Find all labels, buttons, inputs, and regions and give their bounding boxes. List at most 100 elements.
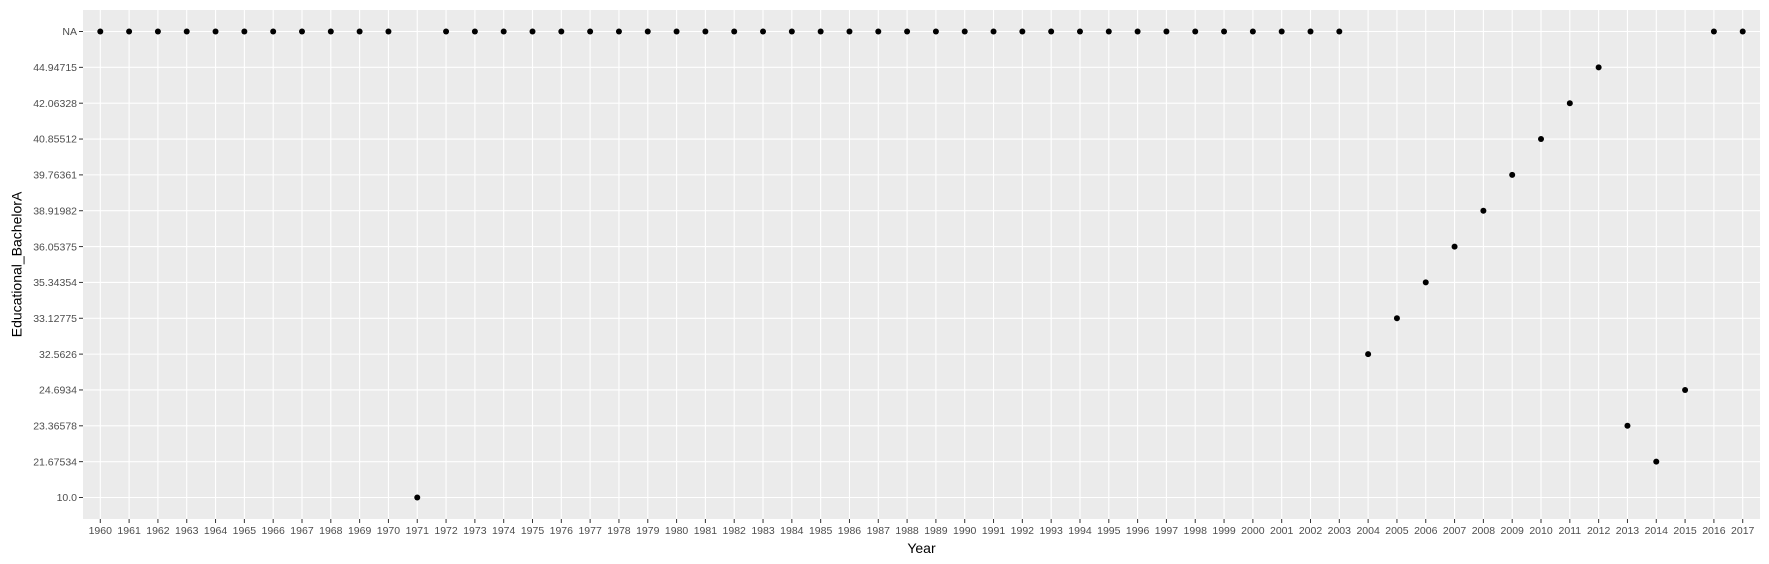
x-tick-label: 1986 — [838, 525, 862, 537]
x-axis-ticks: 1960 1961 1962 1963 1964 1965 1966 1967 1968 1969… — [89, 519, 1755, 537]
data-point — [241, 28, 248, 35]
y-tick-label: 33.12775 — [33, 313, 77, 325]
x-tick-label: 1978 — [607, 525, 631, 537]
y-tick-label: 10.0 — [57, 492, 78, 504]
y-tick-label: 38.91982 — [33, 205, 77, 217]
data-point — [212, 28, 219, 35]
x-tick-label: 1997 — [1155, 525, 1179, 537]
data-points — [97, 28, 1746, 501]
x-tick-label: 1984 — [780, 525, 804, 537]
data-point — [1048, 28, 1055, 35]
y-tick-label: 42.06328 — [33, 98, 77, 110]
x-tick-label: 1987 — [867, 525, 891, 537]
data-point — [1451, 243, 1458, 250]
x-tick-label: 1998 — [1184, 525, 1208, 537]
x-tick-label: 2015 — [1673, 525, 1697, 537]
x-tick-label: 1969 — [348, 525, 372, 537]
data-point — [1192, 28, 1199, 35]
data-point — [1739, 28, 1746, 35]
data-point — [644, 28, 651, 35]
data-point — [1134, 28, 1141, 35]
data-point — [183, 28, 190, 35]
x-tick-label: 1993 — [1039, 525, 1063, 537]
data-point — [731, 28, 738, 35]
data-point — [702, 28, 709, 35]
x-tick-label: 1983 — [751, 525, 775, 537]
data-point — [97, 28, 104, 35]
data-point — [673, 28, 680, 35]
x-tick-label: 2013 — [1616, 525, 1640, 537]
data-point — [1422, 279, 1429, 286]
x-tick-label: 1977 — [578, 525, 602, 537]
x-tick-label: 1989 — [924, 525, 948, 537]
y-tick-label: 21.67534 — [33, 456, 77, 468]
x-tick-label: 1962 — [146, 525, 170, 537]
x-tick-label: 1964 — [204, 525, 228, 537]
data-point — [788, 28, 795, 35]
data-point — [1710, 28, 1717, 35]
data-point — [615, 28, 622, 35]
data-point — [1163, 28, 1170, 35]
y-tick-label: 23.36578 — [33, 421, 77, 433]
x-tick-label: 1999 — [1212, 525, 1236, 537]
y-tick-label: 35.34354 — [33, 277, 77, 289]
x-tick-label: 2003 — [1328, 525, 1352, 537]
data-point — [529, 28, 536, 35]
x-tick-label: 1996 — [1126, 525, 1150, 537]
data-point — [1278, 28, 1285, 35]
data-point — [587, 28, 594, 35]
x-tick-label: 1981 — [694, 525, 718, 537]
x-tick-label: 1967 — [290, 525, 314, 537]
data-point — [1480, 207, 1487, 214]
x-tick-label: 1976 — [550, 525, 574, 537]
x-tick-label: 2004 — [1356, 525, 1380, 537]
data-point — [760, 28, 767, 35]
x-tick-label: 1973 — [463, 525, 487, 537]
data-point — [932, 28, 939, 35]
y-tick-label: NA — [62, 26, 77, 38]
x-tick-label: 1992 — [1011, 525, 1035, 537]
y-axis-title: Educational_BachelorA — [9, 191, 25, 337]
x-tick-label: 2005 — [1385, 525, 1409, 537]
x-tick-label: 2010 — [1529, 525, 1553, 537]
data-point — [385, 28, 392, 35]
x-tick-label: 1985 — [809, 525, 833, 537]
data-point — [126, 28, 133, 35]
x-tick-label: 2002 — [1299, 525, 1323, 537]
data-point — [500, 28, 507, 35]
x-tick-label: 1970 — [377, 525, 401, 537]
data-point — [1019, 28, 1026, 35]
y-tick-label: 32.5626 — [39, 349, 77, 361]
data-point — [1682, 386, 1689, 393]
x-axis-title: Year — [907, 540, 936, 556]
data-point — [443, 28, 450, 35]
x-tick-label: 1991 — [982, 525, 1006, 537]
data-point — [1336, 28, 1343, 35]
x-tick-label: 1963 — [175, 525, 199, 537]
x-tick-label: 2000 — [1241, 525, 1265, 537]
data-point — [1509, 171, 1516, 178]
x-tick-label: 1990 — [953, 525, 977, 537]
x-tick-label: 1975 — [521, 525, 545, 537]
y-axis-ticks: 10.0 21.67534 23.36578 24.6934 32.5626 33.127… — [33, 26, 83, 504]
x-tick-label: 1968 — [319, 525, 343, 537]
data-point — [471, 28, 478, 35]
x-tick-label: 1972 — [434, 525, 458, 537]
x-tick-label: 1965 — [233, 525, 257, 537]
data-point — [1653, 458, 1660, 465]
data-point — [1307, 28, 1314, 35]
data-point — [327, 28, 334, 35]
data-point — [1624, 422, 1631, 429]
x-tick-label: 1994 — [1068, 525, 1092, 537]
plot-panel — [83, 10, 1760, 519]
data-point — [904, 28, 911, 35]
x-tick-label: 1979 — [636, 525, 660, 537]
x-tick-label: 2001 — [1270, 525, 1294, 537]
data-point — [1393, 315, 1400, 322]
x-tick-label: 1971 — [406, 525, 430, 537]
grid-lines — [83, 10, 1760, 519]
x-tick-label: 2006 — [1414, 525, 1438, 537]
data-point — [875, 28, 882, 35]
data-point — [1105, 28, 1112, 35]
